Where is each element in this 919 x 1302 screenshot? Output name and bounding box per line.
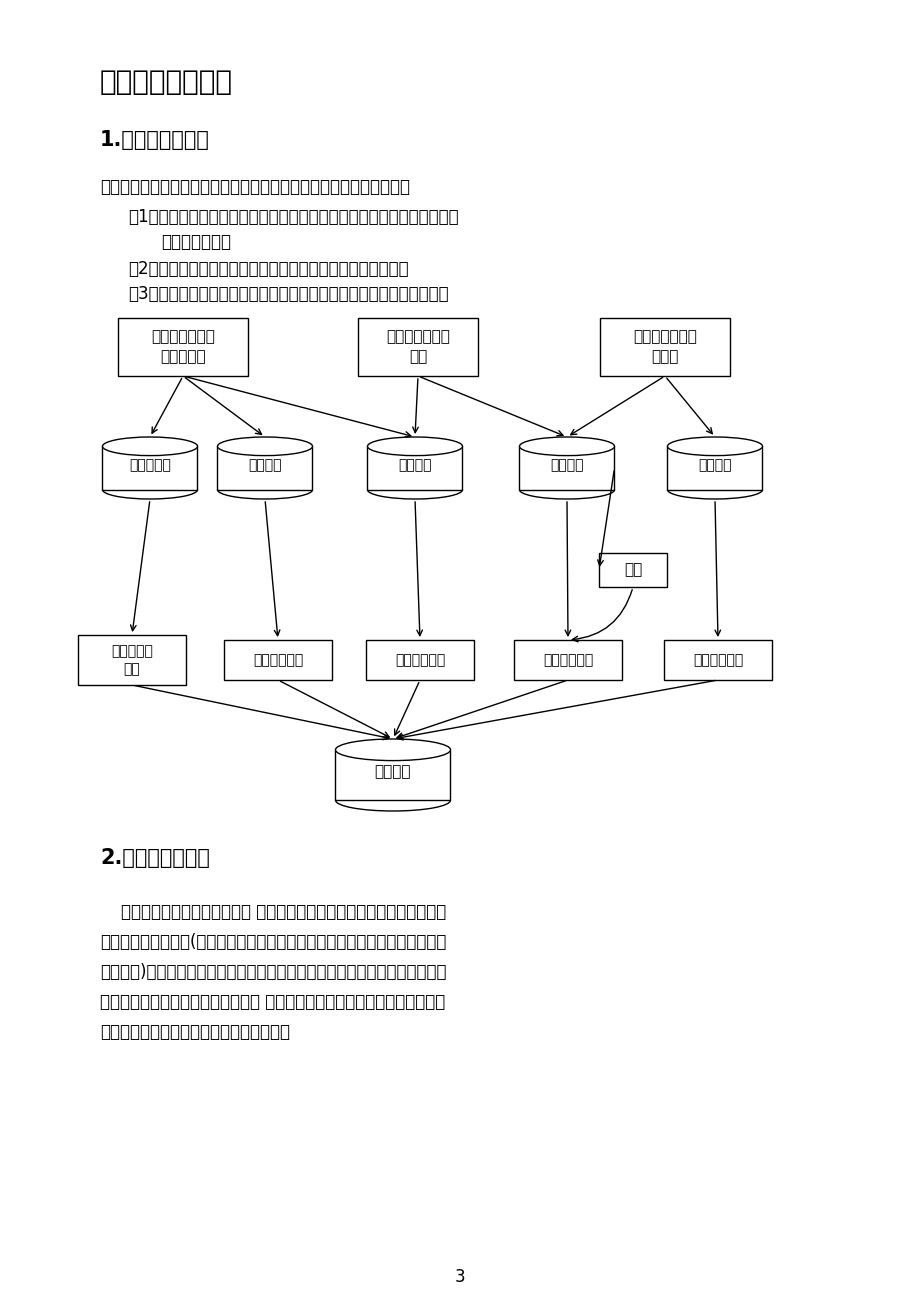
Text: 客户信息处理: 客户信息处理 (692, 654, 743, 667)
Bar (519, 447, 614, 490)
Text: 成客户账号管理模块和订餐情况管理模块。: 成客户账号管理模块和订餐情况管理模块。 (100, 1023, 289, 1042)
Text: 数据存储: 数据存储 (374, 764, 411, 780)
Text: 管理模块)和餐馆信息管理模块；第二部分是员工模块，在这个模块中又分成员: 管理模块)和餐馆信息管理模块；第二部分是员工模块，在这个模块中又分成员 (100, 963, 446, 980)
Text: 管理员信息: 管理员信息 (129, 458, 171, 473)
Bar (514, 641, 621, 680)
Text: 一、系统总体设计: 一、系统总体设计 (100, 68, 233, 96)
Text: 员工信息处理: 员工信息处理 (394, 654, 445, 667)
Bar (118, 318, 248, 376)
Bar (78, 635, 186, 685)
Ellipse shape (367, 437, 462, 456)
Text: 订餐信息: 订餐信息 (550, 458, 584, 473)
Bar (102, 447, 198, 490)
Text: （1）管理员对管理员账号、员工账号、客户账号和餐馆信息进行管理，操: （1）管理员对管理员账号、员工账号、客户账号和餐馆信息进行管理，操 (128, 208, 459, 227)
Text: 订餐系统主要要求对用户和订餐情况进行添加、删除、修改等。其中：: 订餐系统主要要求对用户和订餐情况进行添加、删除、修改等。其中： (100, 178, 410, 197)
Ellipse shape (335, 740, 450, 760)
Text: （3）客户进行注册客户账号、更新账号、订餐操作，操作导入数据库。: （3）客户进行注册客户账号、更新账号、订餐操作，操作导入数据库。 (128, 285, 448, 303)
Text: 餐馆信息处理: 餐馆信息处理 (253, 654, 302, 667)
Ellipse shape (102, 437, 198, 456)
Text: 工账号管理模块和订餐情况管理模块 第三部分是客户模块，在这个模块中又分: 工账号管理模块和订餐情况管理模块 第三部分是客户模块，在这个模块中又分 (100, 993, 445, 1010)
Ellipse shape (217, 437, 312, 456)
Bar (664, 641, 771, 680)
Text: 成用户账号管理模块(包括管理员账号管理模块、员工账号管理模块、客户账号: 成用户账号管理模块(包括管理员账号管理模块、员工账号管理模块、客户账号 (100, 934, 446, 950)
Text: 管理员信息
处理: 管理员信息 处理 (111, 643, 153, 676)
Bar (357, 318, 478, 376)
Text: 订餐信息处理: 订餐信息处理 (542, 654, 593, 667)
Text: （2）员工对员工账号和订餐情况进行管理，操作导入数据库；: （2）员工对员工账号和订餐情况进行管理，操作导入数据库； (128, 260, 408, 279)
Text: 1.系统流程图设计: 1.系统流程图设计 (100, 130, 210, 150)
Text: 客户信息: 客户信息 (698, 458, 731, 473)
Text: 管理员处理自己
和员工账号: 管理员处理自己 和员工账号 (151, 329, 215, 365)
Text: 本订餐系统主要包括三大模块 第一部分是管理员模块，在这个模块中又分: 本订餐系统主要包括三大模块 第一部分是管理员模块，在这个模块中又分 (100, 904, 446, 921)
Bar (599, 318, 729, 376)
Text: 3: 3 (454, 1268, 465, 1286)
Bar (367, 447, 462, 490)
Text: 打印: 打印 (623, 562, 641, 578)
Text: 客户注册客户账
号订餐: 客户注册客户账 号订餐 (632, 329, 697, 365)
Text: 餐馆信息: 餐馆信息 (248, 458, 281, 473)
Bar (598, 553, 666, 587)
Text: 员工处理自己和
订单: 员工处理自己和 订单 (386, 329, 449, 365)
Ellipse shape (519, 437, 614, 456)
Text: 2.功能结构图设计: 2.功能结构图设计 (100, 848, 210, 868)
Bar (223, 641, 332, 680)
Ellipse shape (667, 437, 762, 456)
Text: 员工信息: 员工信息 (398, 458, 431, 473)
Bar (335, 750, 450, 801)
Bar (667, 447, 762, 490)
Text: 作导入数据库；: 作导入数据库； (161, 233, 231, 251)
Bar (217, 447, 312, 490)
Bar (366, 641, 473, 680)
